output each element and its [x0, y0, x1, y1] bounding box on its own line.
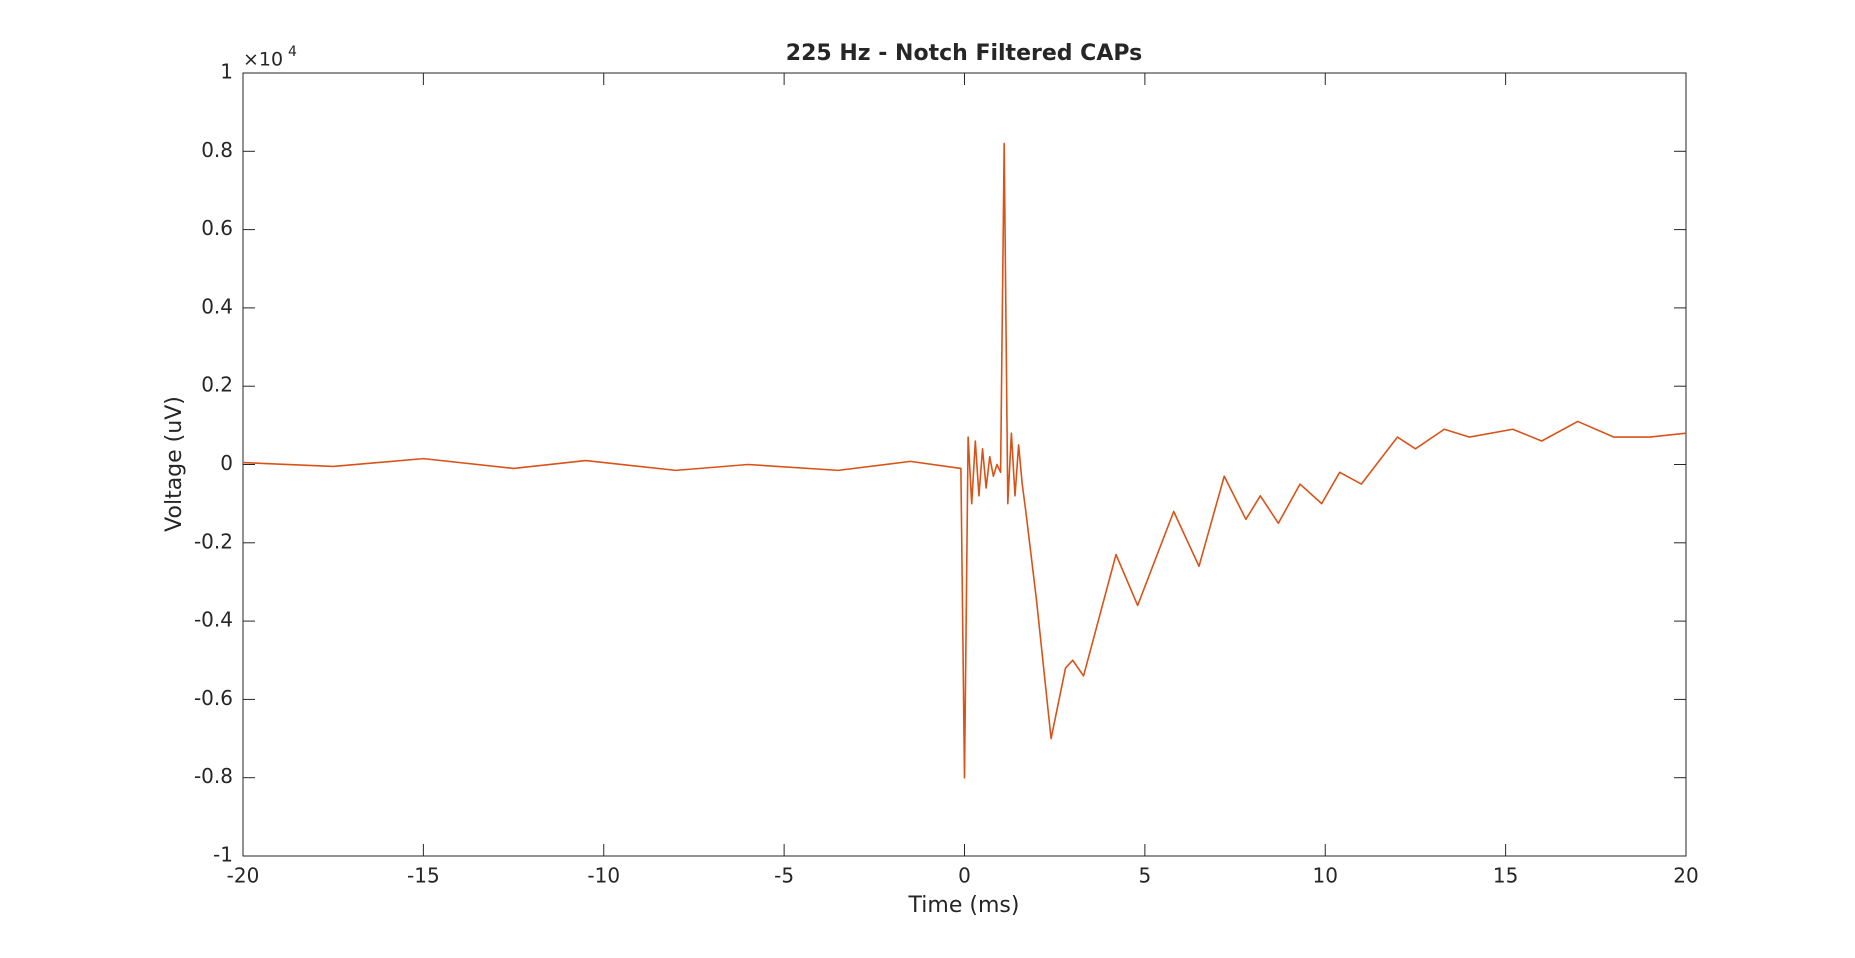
x-tick-label: -15 — [407, 864, 440, 888]
x-tick-label: 5 — [1139, 864, 1152, 888]
x-tick-label: 10 — [1313, 864, 1338, 888]
y-tick-label: 0.4 — [201, 294, 233, 318]
x-tick-label: -20 — [227, 864, 260, 888]
y-tick-label: -0.4 — [194, 608, 233, 632]
y-tick-label: 0.8 — [201, 138, 233, 162]
y-tick-label: 1 — [220, 60, 233, 84]
x-tick-label: 15 — [1493, 864, 1518, 888]
y-tick-label: 0.6 — [201, 216, 233, 240]
chart-title: 225 Hz - Notch Filtered CAPs — [786, 41, 1142, 66]
y-tick-label: -0.6 — [194, 686, 233, 710]
x-axis-label: Time (ms) — [908, 893, 1020, 918]
x-tick-label: -10 — [587, 864, 620, 888]
y-tick-label: 0 — [220, 451, 233, 475]
x-tick-label: 0 — [958, 864, 971, 888]
y-multiplier-exponent: 4 — [288, 44, 297, 60]
trace — [242, 142, 1687, 779]
y-axis-label: Voltage (uV) — [162, 396, 187, 532]
y-tick-label: -0.2 — [194, 529, 233, 553]
y-tick-label: -0.8 — [194, 764, 233, 788]
y-multiplier: ×10 — [243, 49, 283, 71]
x-tick-label: 20 — [1673, 864, 1698, 888]
y-tick-label: -1 — [213, 843, 233, 867]
y-tick-label: 0.2 — [201, 373, 233, 397]
x-tick-label: -5 — [774, 864, 794, 888]
